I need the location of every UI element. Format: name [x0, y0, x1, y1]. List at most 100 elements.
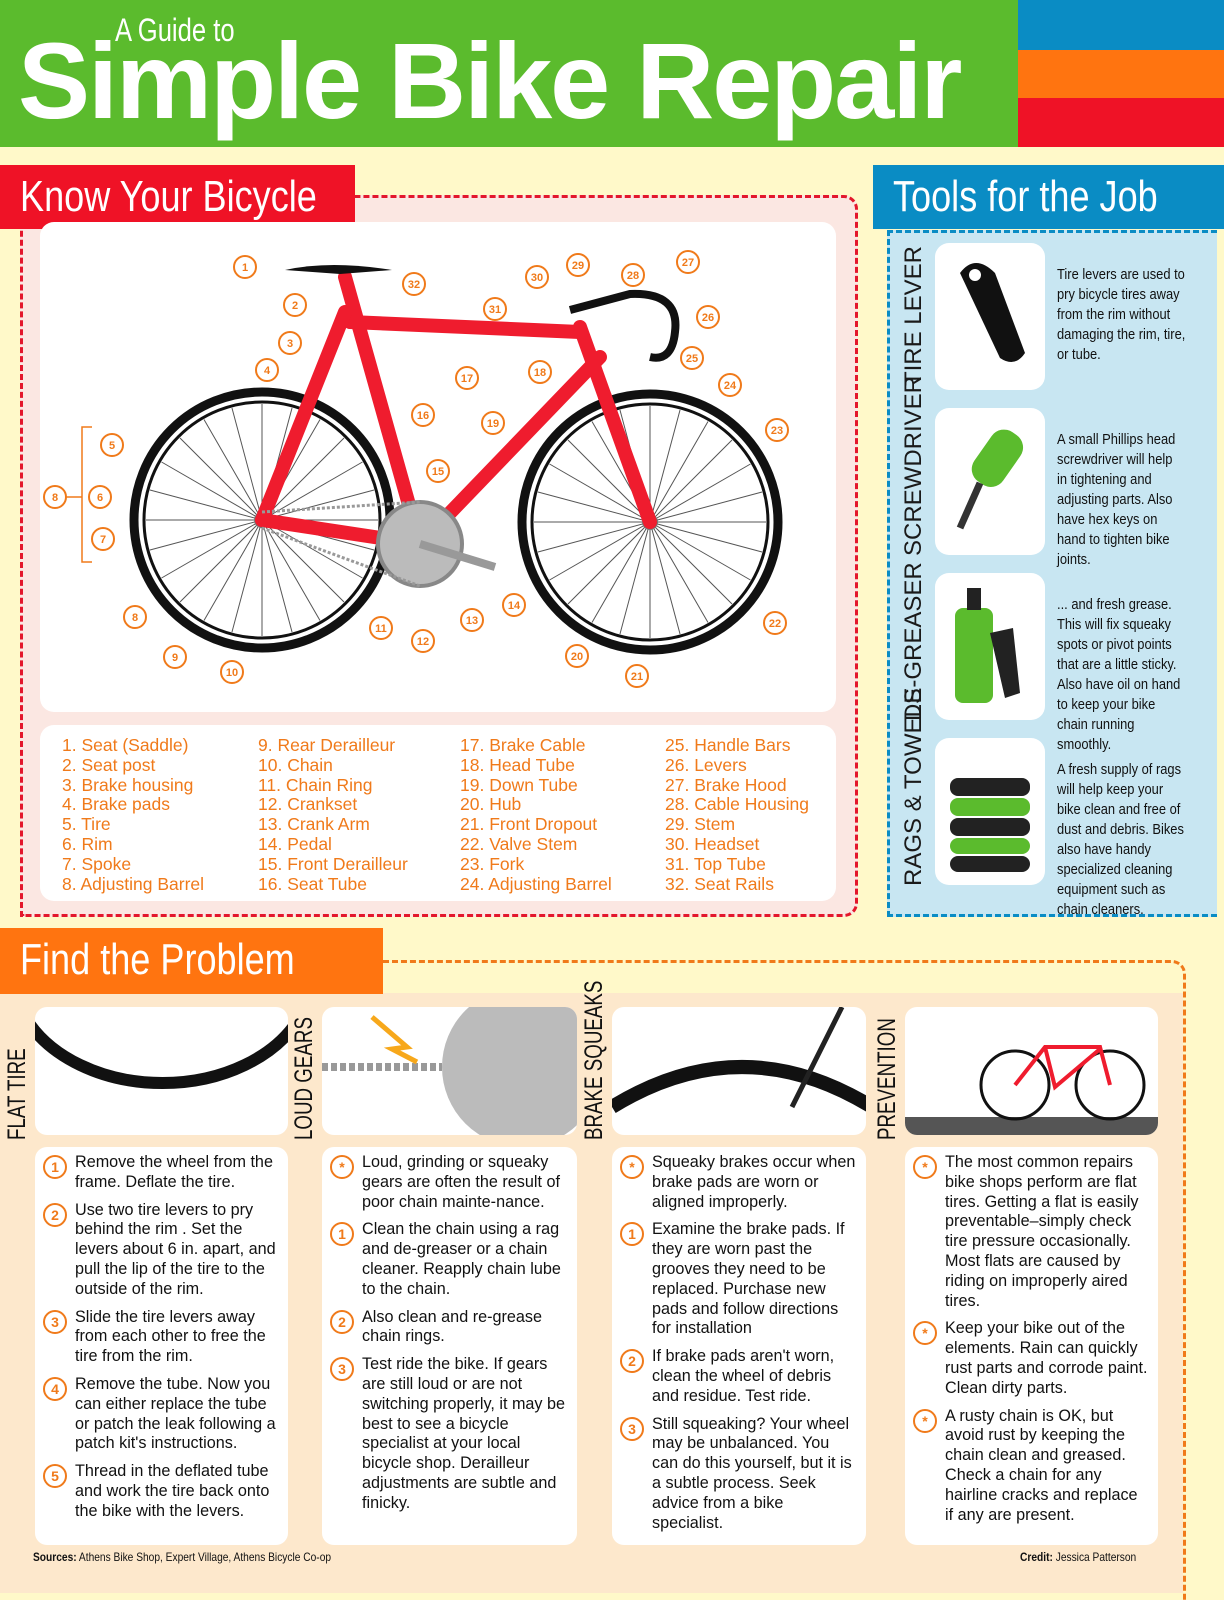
svg-text:23: 23: [771, 425, 783, 437]
legend-item: 16. Seat Tube: [258, 873, 367, 894]
step-number: *: [330, 1155, 354, 1179]
step: 1 Examine the brake pads. If they are wor…: [620, 1220, 858, 1339]
callout-13: 13: [460, 608, 484, 632]
svg-text:6: 6: [97, 492, 103, 504]
svg-text:13: 13: [466, 615, 478, 627]
step-number: 2: [330, 1309, 354, 1334]
problem-illustration: [905, 1007, 1158, 1135]
svg-text:1: 1: [242, 262, 248, 274]
legend-item: 22. Valve Stem: [460, 833, 578, 854]
legend-item: 2. Seat post: [62, 754, 156, 775]
callout-8: 8: [43, 485, 67, 509]
legend-item: 13. Crank Arm: [258, 814, 370, 835]
step: 3 Test ride the bike. If gears are still …: [330, 1355, 569, 1513]
legend-item: 19. Down Tube: [460, 774, 578, 795]
step-text: Remove the wheel from the frame. Deflate…: [75, 1153, 273, 1191]
step-text: Remove the tube. Now you can either repl…: [75, 1374, 276, 1453]
legend-item: 4. Brake pads: [62, 794, 170, 815]
callout-26: 26: [696, 305, 720, 329]
step-number: *: [620, 1155, 644, 1179]
legend-item: 7. Spoke: [62, 853, 132, 874]
tool-description: Tire levers are used to pry bicycle tire…: [1057, 266, 1186, 363]
callout-15: 15: [426, 459, 450, 483]
sources: Sources: Athens Bike Shop, Expert Villag…: [33, 1550, 332, 1564]
step: * The most common repairs bike shops perf…: [913, 1153, 1150, 1311]
problem-label: FLAT TIRE: [3, 1048, 31, 1140]
callout-32: 32: [402, 272, 426, 296]
svg-text:8: 8: [52, 492, 58, 504]
step-number: 3: [620, 1416, 644, 1441]
svg-text:10: 10: [226, 667, 238, 679]
problem-label: BRAKE SQUEAKS: [580, 980, 608, 1140]
parts-legend-panel: [40, 725, 836, 901]
step-number: 3: [43, 1309, 67, 1334]
step-text: If brake pads aren't worn, clean the whe…: [652, 1347, 835, 1405]
callout-11: 11: [369, 616, 393, 640]
svg-text:25: 25: [686, 353, 698, 365]
callout-14: 14: [502, 593, 526, 617]
callout-4: 4: [255, 358, 279, 382]
bracket: [66, 426, 92, 563]
problem-label: LOUD GEARS: [290, 1017, 318, 1140]
tool-label: RAGS & TOWELS: [900, 688, 927, 886]
step-number: 1: [620, 1222, 644, 1247]
step-text: Examine the brake pads. If they are worn…: [652, 1220, 845, 1338]
step: 4 Remove the tube. Now you can either rep…: [43, 1375, 280, 1454]
callout-5: 5: [100, 433, 124, 457]
problems-section-border: [383, 960, 1186, 1600]
svg-text:26: 26: [702, 312, 714, 324]
callout-25: 25: [680, 346, 704, 370]
svg-text:14: 14: [508, 600, 521, 612]
problem-label: PREVENTION: [873, 1018, 901, 1140]
legend-item: 15. Front Derailleur: [258, 853, 408, 874]
legend-item: 9. Rear Derailleur: [258, 735, 396, 755]
legend-item: 6. Rim: [62, 833, 113, 854]
callout-19: 19: [481, 411, 505, 435]
svg-text:9: 9: [172, 652, 178, 664]
legend-item: 27. Brake Hood: [665, 774, 787, 795]
header-stripe-orange: [1018, 50, 1224, 98]
step: 2 Also clean and re-grease chain rings.: [330, 1308, 569, 1348]
callout-12: 12: [411, 629, 435, 653]
step-text: A rusty chain is OK, but avoid rust by k…: [945, 1406, 1138, 1524]
step: * Keep your bike out of the elements. Rai…: [913, 1319, 1150, 1398]
svg-text:28: 28: [627, 270, 639, 282]
svg-text:15: 15: [432, 466, 444, 478]
legend-column: 25. Handle Bars 26. Levers 27. Brake Hood 2…: [665, 735, 809, 894]
front-wheel: [517, 389, 783, 655]
legend-item: 20. Hub: [460, 794, 522, 815]
handlebars: [568, 289, 680, 362]
callout-17: 17: [455, 366, 479, 390]
callout-22: 22: [763, 611, 787, 635]
svg-text:16: 16: [417, 410, 429, 422]
legend-item: 5. Tire: [62, 814, 111, 835]
svg-text:29: 29: [572, 260, 584, 272]
svg-text:5: 5: [109, 440, 115, 452]
header-banner: [0, 0, 1018, 147]
tool-description: ... and fresh grease. This will fix sque…: [1057, 596, 1181, 753]
legend-item: 17. Brake Cable: [460, 735, 586, 755]
legend-item: 8. Adjusting Barrel: [62, 873, 205, 894]
legend-column: 9. Rear Derailleur 10. Chain 11. Chain Rin…: [258, 735, 408, 894]
step: * Squeaky brakes occur when brake pads ar…: [620, 1153, 858, 1212]
callout-1: 1: [233, 255, 257, 279]
tool-description: A fresh supply of rags will help keep yo…: [1057, 761, 1184, 918]
step: 1 Remove the wheel from the frame. Deflat…: [43, 1153, 280, 1193]
step-text: Also clean and re-grease chain rings.: [362, 1307, 542, 1346]
callout-18: 18: [528, 360, 552, 384]
callout-3: 3: [278, 331, 302, 355]
tools-heading: Tools for the Job: [873, 165, 1224, 229]
step-text: Squeaky brakes occur when brake pads are…: [652, 1153, 856, 1211]
credit: Credit: Jessica Patterson: [1020, 1550, 1137, 1564]
legend-item: 29. Stem: [665, 814, 736, 835]
legend-item: 21. Front Dropout: [460, 814, 598, 835]
step-number: *: [913, 1408, 937, 1433]
step-text: Use two tire levers to pry behind the ri…: [75, 1200, 276, 1298]
step-number: 2: [620, 1349, 644, 1374]
svg-text:30: 30: [531, 272, 543, 284]
chain: [261, 500, 421, 588]
problems-heading: Find the Problem: [0, 928, 383, 994]
legend-item: 10. Chain: [258, 754, 333, 775]
callout-23: 23: [765, 418, 789, 442]
